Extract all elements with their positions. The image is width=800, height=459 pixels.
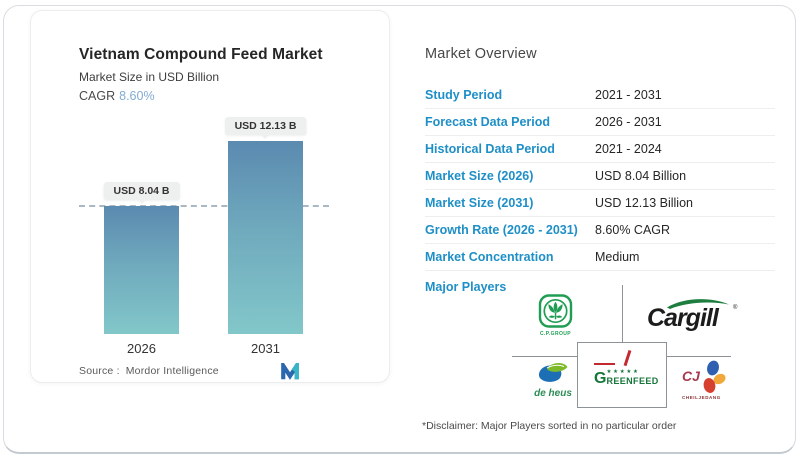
- x-axis-label: 2026: [127, 341, 156, 356]
- de-heus-logo: de heus: [529, 359, 577, 399]
- major-players-label: Major Players: [425, 280, 507, 294]
- row-value: USD 8.04 Billion: [595, 169, 687, 183]
- row-value: 2021 - 2024: [595, 142, 662, 156]
- table-row: Forecast Data Period 2026 - 2031: [425, 109, 775, 136]
- bar: [104, 206, 179, 334]
- greenfeed-red-line-diagonal: [623, 350, 631, 366]
- source-label: Source :: [79, 365, 120, 377]
- cagr-value: 8.60%: [119, 89, 155, 103]
- greenfeed-stars-icon: ★★★★★: [606, 369, 640, 375]
- diagram-connector-left: [512, 356, 577, 357]
- row-label: Historical Data Period: [425, 142, 555, 156]
- diagram-center-box: [577, 342, 667, 408]
- overview-heading: Market Overview: [425, 46, 537, 62]
- cj-petals-icon: [703, 360, 726, 393]
- table-row: Market Concentration Medium: [425, 244, 775, 271]
- x-axis-label: 2031: [251, 341, 280, 356]
- row-label: Market Size (2026): [425, 169, 534, 183]
- source-attribution: Source : Mordor Intelligence: [79, 365, 219, 377]
- row-label: Forecast Data Period: [425, 115, 551, 129]
- row-value: 8.60% CAGR: [595, 223, 671, 237]
- cargill-logo: Cargill ®: [645, 296, 740, 337]
- chart-title: Vietnam Compound Feed Market: [79, 46, 323, 63]
- bar-value-badge: USD 12.13 B: [224, 117, 307, 139]
- row-value: Medium: [595, 250, 640, 264]
- source-name: Mordor Intelligence: [125, 365, 219, 377]
- cargill-wordmark: Cargill: [647, 304, 720, 332]
- cagr-label: CAGR: [79, 89, 116, 103]
- greenfeed-rest: REENFEED: [606, 375, 659, 386]
- row-label: Market Concentration: [425, 250, 554, 264]
- cj-cheiljedang-logo: CJ CHEILJEDANG: [682, 360, 726, 400]
- row-label: Growth Rate (2026 - 2031): [425, 223, 578, 237]
- bar-value-badge: USD 8.04 B: [103, 182, 180, 204]
- cp-group-logo: C.P.GROUP: [535, 293, 577, 348]
- row-value: 2026 - 2031: [595, 115, 662, 129]
- cj-wordmark: CJ: [682, 368, 700, 384]
- de-heus-wordmark: de heus: [534, 388, 572, 399]
- table-row: Market Size (2026) USD 8.04 Billion: [425, 163, 775, 190]
- row-label: Market Size (2031): [425, 196, 534, 210]
- market-size-chart-card: Vietnam Compound Feed Market Market Size…: [30, 10, 390, 383]
- bar: [228, 141, 303, 334]
- chart-cagr-line: CAGR 8.60%: [79, 89, 155, 103]
- bar-chart: USD 8.04 B 2026 USD 12.13 B 2031: [31, 11, 389, 382]
- overview-table: Study Period 2021 - 2031 Forecast Data P…: [425, 82, 775, 271]
- cp-group-caption: C.P.GROUP: [540, 331, 571, 337]
- row-label: Study Period: [425, 88, 503, 102]
- registered-mark-icon: ®: [733, 304, 738, 311]
- greenfeed-logo: G ★★★★★ REENFEED: [592, 350, 659, 388]
- table-row: Market Size (2031) USD 12.13 Billion: [425, 190, 775, 217]
- diagram-connector-vertical: [622, 285, 623, 342]
- chart-subtitle: Market Size in USD Billion: [79, 70, 220, 84]
- mordor-intelligence-logo-icon: [277, 358, 303, 386]
- table-row: Study Period 2021 - 2031: [425, 82, 775, 109]
- greenfeed-red-lines-icon: [592, 350, 658, 367]
- greenfeed-red-line-horizontal: [594, 363, 615, 365]
- disclaimer-text: *Disclaimer: Major Players sorted in no …: [422, 420, 677, 432]
- greenfeed-wordmark: G ★★★★★ REENFEED: [594, 369, 659, 388]
- row-value: USD 12.13 Billion: [595, 196, 693, 210]
- de-heus-swirl-icon: [539, 362, 568, 382]
- reference-line: [79, 205, 329, 207]
- table-row: Growth Rate (2026 - 2031) 8.60% CAGR: [425, 217, 775, 244]
- table-row: Historical Data Period 2021 - 2024: [425, 136, 775, 163]
- diagram-connector-right: [667, 356, 731, 357]
- row-value: 2021 - 2031: [595, 88, 662, 102]
- cj-caption: CHEILJEDANG: [682, 395, 721, 400]
- greenfeed-initial: G: [594, 370, 607, 388]
